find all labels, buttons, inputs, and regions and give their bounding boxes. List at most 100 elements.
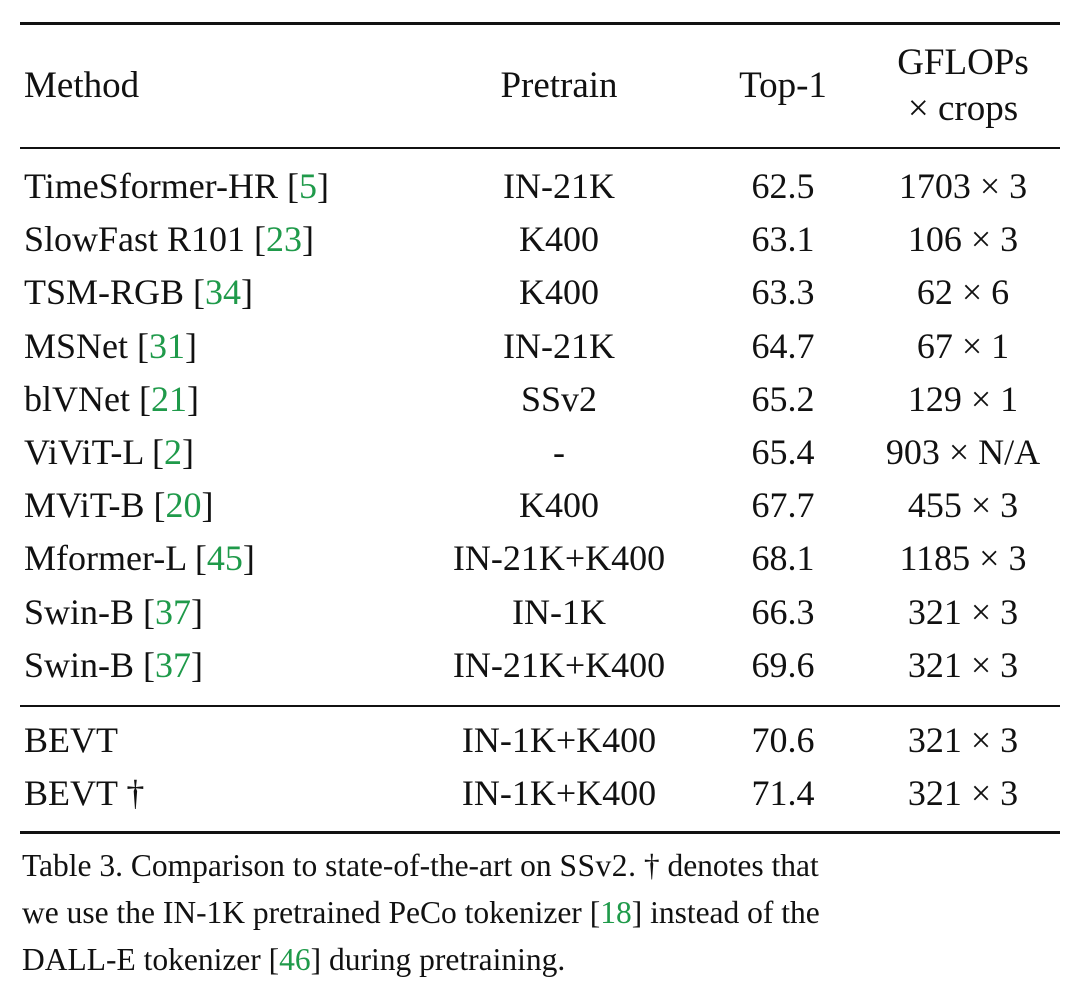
- table-row: MSNet [31] IN-21K 64.7 67 × 1: [20, 320, 1064, 373]
- method-name: TSM-RGB: [24, 272, 185, 313]
- method-cell: SlowFast R101 [23]: [24, 219, 315, 260]
- method-name: MSNet: [24, 325, 129, 366]
- caption-line-3: DALL-E tokenizer [46] during pretraining…: [22, 942, 566, 977]
- top1-cell-best: 71.4: [751, 773, 815, 813]
- table-row: ViViT-L [2] - 65.4 903 × N/A: [20, 426, 1064, 479]
- method-cell: TimeSformer-HR [5]: [24, 166, 329, 207]
- header-method: Method: [24, 65, 140, 106]
- method-cell: BEVT †: [24, 773, 145, 813]
- citation-link[interactable]: 34: [205, 272, 242, 313]
- gflops-cell: 129 × 1: [907, 378, 1019, 419]
- pretrain-cell: IN-21K+K400: [452, 644, 666, 685]
- citation-link[interactable]: 21: [150, 378, 187, 419]
- pretrain-cell: K400: [519, 485, 599, 526]
- method-name: Swin-B: [24, 591, 135, 632]
- top1-cell: 67.7: [751, 485, 815, 526]
- citation-link[interactable]: 37: [155, 644, 192, 685]
- citation-link[interactable]: 45: [206, 538, 243, 579]
- table-row: Mformer-L [45] IN-21K+K400 68.1 1185 × 3: [20, 532, 1064, 585]
- citation-link[interactable]: 2: [164, 432, 183, 473]
- table-row: TSM-RGB [34] K400 63.3 62 × 6: [20, 266, 1064, 319]
- method-cell: blVNet [21]: [24, 378, 199, 419]
- bottom-rule: [20, 831, 1060, 834]
- citation-link[interactable]: 37: [155, 591, 192, 632]
- method-cell: TSM-RGB [34]: [24, 272, 254, 313]
- table-row: TimeSformer-HR [5] IN-21K 62.5 1703 × 3: [20, 160, 1064, 213]
- top1-cell: 65.4: [751, 432, 815, 473]
- top1-cell: 69.6: [751, 644, 815, 685]
- gflops-cell: 1703 × 3: [898, 166, 1028, 207]
- table-row: Swin-B [37] IN-1K 66.3 321 × 3: [20, 586, 1064, 639]
- method-name: SlowFast R101: [24, 219, 246, 260]
- method-cell: Swin-B [37]: [24, 591, 204, 632]
- header-gflops-line1: GFLOPs: [897, 42, 1029, 83]
- gflops-cell: 67 × 1: [916, 325, 1010, 366]
- table-row-ours: BEVT IN-1K+K400 70.6 321 × 3: [20, 714, 1064, 767]
- pretrain-cell: IN-1K+K400: [461, 720, 657, 760]
- caption-line-2: we use the IN-1K pretrained PeCo tokeniz…: [22, 895, 820, 930]
- citation-link[interactable]: 31: [149, 325, 186, 366]
- table-row: SlowFast R101 [23] K400 63.1 106 × 3: [20, 213, 1064, 266]
- method-cell: MSNet [31]: [24, 325, 198, 366]
- top1-cell: 62.5: [751, 166, 815, 207]
- top1-cell: 65.2: [751, 378, 815, 419]
- method-cell: BEVT: [24, 720, 118, 760]
- method-name: MViT-B: [24, 485, 145, 526]
- pretrain-cell: IN-1K+K400: [461, 773, 657, 813]
- gflops-cell: 62 × 6: [916, 272, 1010, 313]
- method-name: Mformer-L: [24, 538, 186, 579]
- table-caption: Table 3. Comparison to state-of-the-art …: [22, 842, 1062, 983]
- header-pretrain: Pretrain: [500, 65, 618, 106]
- gflops-cell: 903 × N/A: [885, 432, 1041, 473]
- gflops-cell: 321 × 3: [907, 773, 1019, 813]
- method-name: blVNet: [24, 378, 130, 419]
- top1-cell: 68.1: [751, 538, 815, 579]
- table-body: TimeSformer-HR [5] IN-21K 62.5 1703 × 3 Slow…: [20, 160, 1064, 692]
- top1-cell: 64.7: [751, 325, 815, 366]
- top1-cell: 66.3: [751, 591, 815, 632]
- table-row: Swin-B [37] IN-21K+K400 69.6 321 × 3: [20, 639, 1064, 692]
- pretrain-cell: SSv2: [520, 378, 598, 419]
- pretrain-cell: IN-1K: [512, 591, 606, 632]
- gflops-cell: 1185 × 3: [899, 538, 1027, 579]
- method-cell: Mformer-L [45]: [24, 538, 255, 579]
- header-gflops: GFLOPs × crops: [862, 26, 1064, 146]
- header-rule: [20, 147, 1060, 149]
- citation-link[interactable]: 5: [298, 166, 317, 207]
- method-cell: MViT-B [20]: [24, 485, 214, 526]
- citation-link[interactable]: 20: [165, 485, 202, 526]
- top1-cell: 63.1: [751, 219, 815, 260]
- pretrain-cell: K400: [519, 219, 599, 260]
- top-rule: [20, 22, 1060, 25]
- caption-citation[interactable]: 46: [279, 942, 311, 977]
- method-name: ViViT-L: [24, 432, 144, 473]
- table-header: Method Pretrain Top-1 GFLOPs × crops: [20, 26, 1064, 146]
- gflops-cell: 106 × 3: [907, 219, 1019, 260]
- table-row: blVNet [21] SSv2 65.2 129 × 1: [20, 373, 1064, 426]
- caption-citation[interactable]: 18: [600, 895, 632, 930]
- table-ours: BEVT IN-1K+K400 70.6 321 × 3 BEVT † IN-1K+K40…: [20, 714, 1064, 820]
- method-name: Swin-B: [24, 644, 135, 685]
- pretrain-cell: IN-21K: [503, 166, 615, 207]
- caption-line-1: Table 3. Comparison to state-of-the-art …: [22, 848, 819, 883]
- pretrain-cell: IN-21K: [503, 325, 615, 366]
- gflops-cell: 321 × 3: [907, 720, 1019, 760]
- gflops-cell: 455 × 3: [907, 485, 1019, 526]
- top1-cell: 63.3: [751, 272, 815, 313]
- mid-rule: [20, 705, 1060, 707]
- table-row: MViT-B [20] K400 67.7 455 × 3: [20, 479, 1064, 532]
- header-top1: Top-1: [739, 65, 827, 106]
- header-gflops-line2: × crops: [907, 88, 1019, 129]
- table-row-ours: BEVT † IN-1K+K400 71.4 321 × 3: [20, 767, 1064, 820]
- method-cell: ViViT-L [2]: [24, 432, 195, 473]
- pretrain-cell: K400: [519, 272, 599, 313]
- top1-cell-best: 70.6: [751, 720, 815, 760]
- gflops-cell: 321 × 3: [907, 591, 1019, 632]
- pretrain-cell: IN-21K+K400: [452, 538, 666, 579]
- gflops-cell: 321 × 3: [907, 644, 1019, 685]
- citation-link[interactable]: 23: [266, 219, 303, 260]
- method-cell: Swin-B [37]: [24, 644, 204, 685]
- pretrain-cell: -: [553, 432, 565, 473]
- method-name: TimeSformer-HR: [24, 166, 278, 207]
